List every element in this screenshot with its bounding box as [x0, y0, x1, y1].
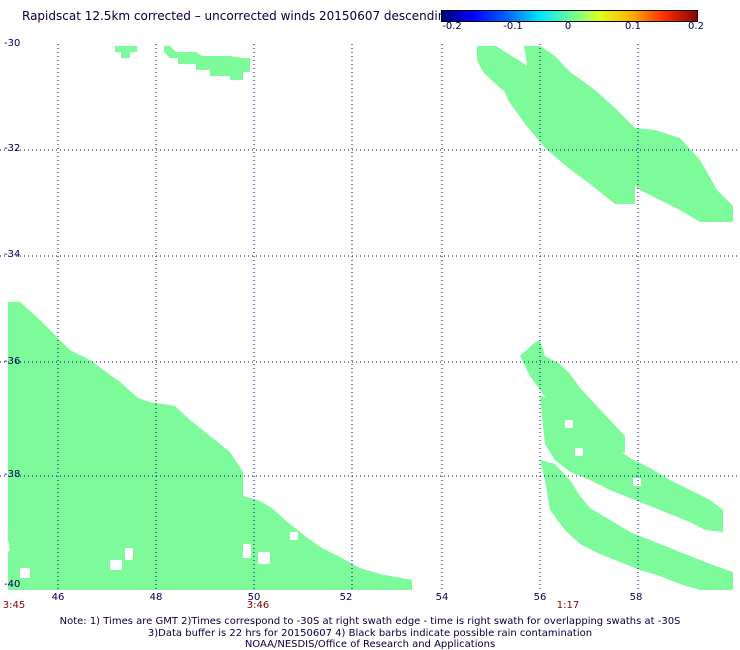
footnote-line-1: Note: 1) Times are GMT 2)Times correspon…: [59, 616, 681, 627]
colorbar-tick: 0.2: [688, 21, 704, 32]
lon-label: 56: [533, 592, 547, 603]
lon-label: 50: [247, 592, 261, 603]
lon-label: 58: [629, 592, 643, 603]
footnote-line-3: NOAA/NESDIS/Office of Research and Appli…: [244, 639, 496, 650]
lon-label: 46: [51, 592, 65, 603]
lon-label: 54: [435, 592, 449, 603]
lat-label: -34: [4, 249, 21, 260]
colorbar-tick: 0.1: [625, 21, 641, 32]
lat-lon-grid: [0, 44, 740, 590]
lat-label: -36: [4, 356, 21, 367]
wind-swath-fill: [0, 46, 733, 590]
lat-label: -32: [4, 143, 21, 154]
colorbar-tick: -0.1: [503, 21, 523, 32]
lat-label: -40: [4, 579, 21, 590]
colorbar-tick: -0.2: [442, 21, 462, 32]
swath-time-label: 1:17: [556, 600, 580, 611]
lat-label: -30: [4, 38, 21, 49]
footnote-line-2: 3)Data buffer is 22 hrs for 20150607 4) …: [147, 628, 593, 639]
swath-time-label: 3:45: [2, 600, 26, 611]
swath-gaps: [0, 310, 641, 590]
swath-time-label: 3:46: [246, 600, 270, 611]
colorbar: [441, 10, 698, 22]
map-title: Rapidscat 12.5km corrected – uncorrected…: [22, 9, 453, 23]
lon-label: 48: [149, 592, 163, 603]
lat-label: -38: [4, 469, 21, 480]
colorbar-tick: 0: [564, 21, 572, 32]
lon-label: 52: [339, 592, 353, 603]
